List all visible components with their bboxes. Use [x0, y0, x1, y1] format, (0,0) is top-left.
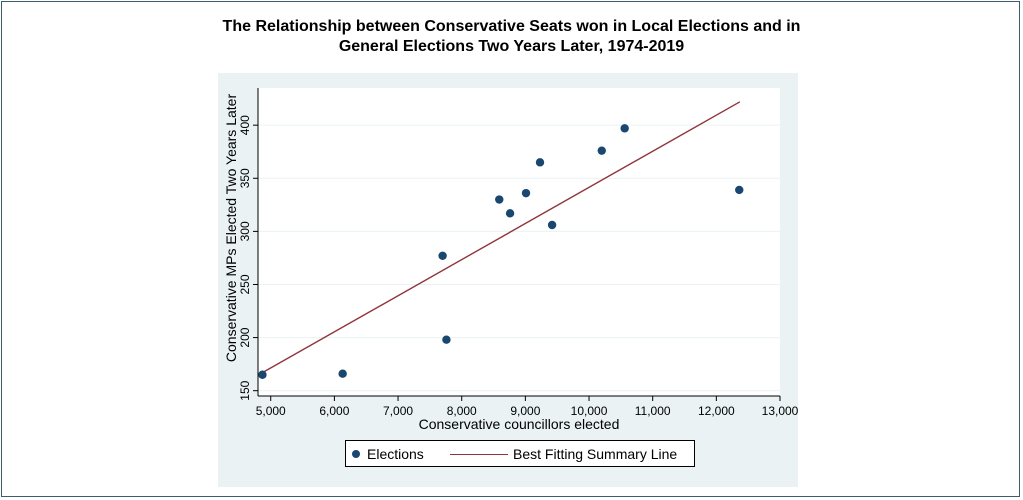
data-point-11 — [620, 124, 629, 133]
data-point-4 — [442, 335, 451, 344]
data-point-3 — [438, 251, 447, 261]
best-fit-line — [262, 101, 741, 374]
chart-title-line-1: The Relationship between Conservative Se… — [222, 18, 801, 35]
chart-title-line-2: General Elections Two Years Later, 1974-… — [338, 38, 685, 55]
data-points — [258, 124, 744, 379]
data-point-12 — [735, 185, 744, 195]
legend-label-fit-line: Best Fitting Summary Line — [513, 446, 678, 462]
x-tick-label-9000: 9,000 — [510, 404, 540, 418]
y-tick-label-400: 400 — [238, 115, 252, 135]
data-point-9 — [547, 220, 557, 230]
y-tick-label-250: 250 — [238, 274, 252, 294]
data-point-2 — [338, 369, 347, 378]
fit-line-group — [262, 101, 741, 374]
gridlines — [258, 124, 780, 392]
axes — [257, 88, 780, 397]
x-tick-label-12000: 12,000 — [698, 404, 735, 418]
y-tick-label-200: 200 — [238, 327, 252, 347]
data-point-8 — [535, 158, 545, 167]
x-tick-label-8000: 8,000 — [447, 404, 477, 418]
data-point-5 — [495, 195, 504, 204]
data-point-6 — [505, 209, 515, 218]
legend-label-elections: Elections — [367, 446, 424, 462]
y-tick-label-300: 300 — [238, 221, 252, 241]
data-point-10 — [597, 146, 606, 155]
legend: Elections Best Fitting Summary Line — [345, 440, 695, 467]
data-point-1 — [258, 370, 267, 379]
x-tick-label-10000: 10,000 — [571, 404, 608, 418]
x-tick-label-11000: 11,000 — [635, 404, 671, 418]
x-axis-label: Conservative councillors elected — [419, 416, 620, 432]
data-point-7 — [521, 188, 531, 198]
legend-marker-elections — [352, 450, 360, 458]
x-tick-label-5000: 5,000 — [256, 404, 286, 418]
y-axis-ticks: 150 200 250 300 350 400 — [238, 115, 258, 401]
y-tick-label-350: 350 — [238, 168, 252, 188]
x-tick-label-13000: 13,000 — [762, 404, 799, 418]
x-tick-label-6000: 6,000 — [319, 404, 349, 418]
legend-marker-fit-line — [450, 454, 508, 455]
x-tick-label-7000: 7,000 — [383, 404, 413, 418]
x-axis-ticks: 5,000 6,000 7,000 8,000 9,000 10,000 11,000 12,… — [256, 396, 799, 418]
y-axis-label: Conservative MPs Elected Two Years Later — [223, 94, 239, 363]
plot-area — [258, 88, 780, 396]
y-tick-label-150: 150 — [238, 380, 252, 400]
